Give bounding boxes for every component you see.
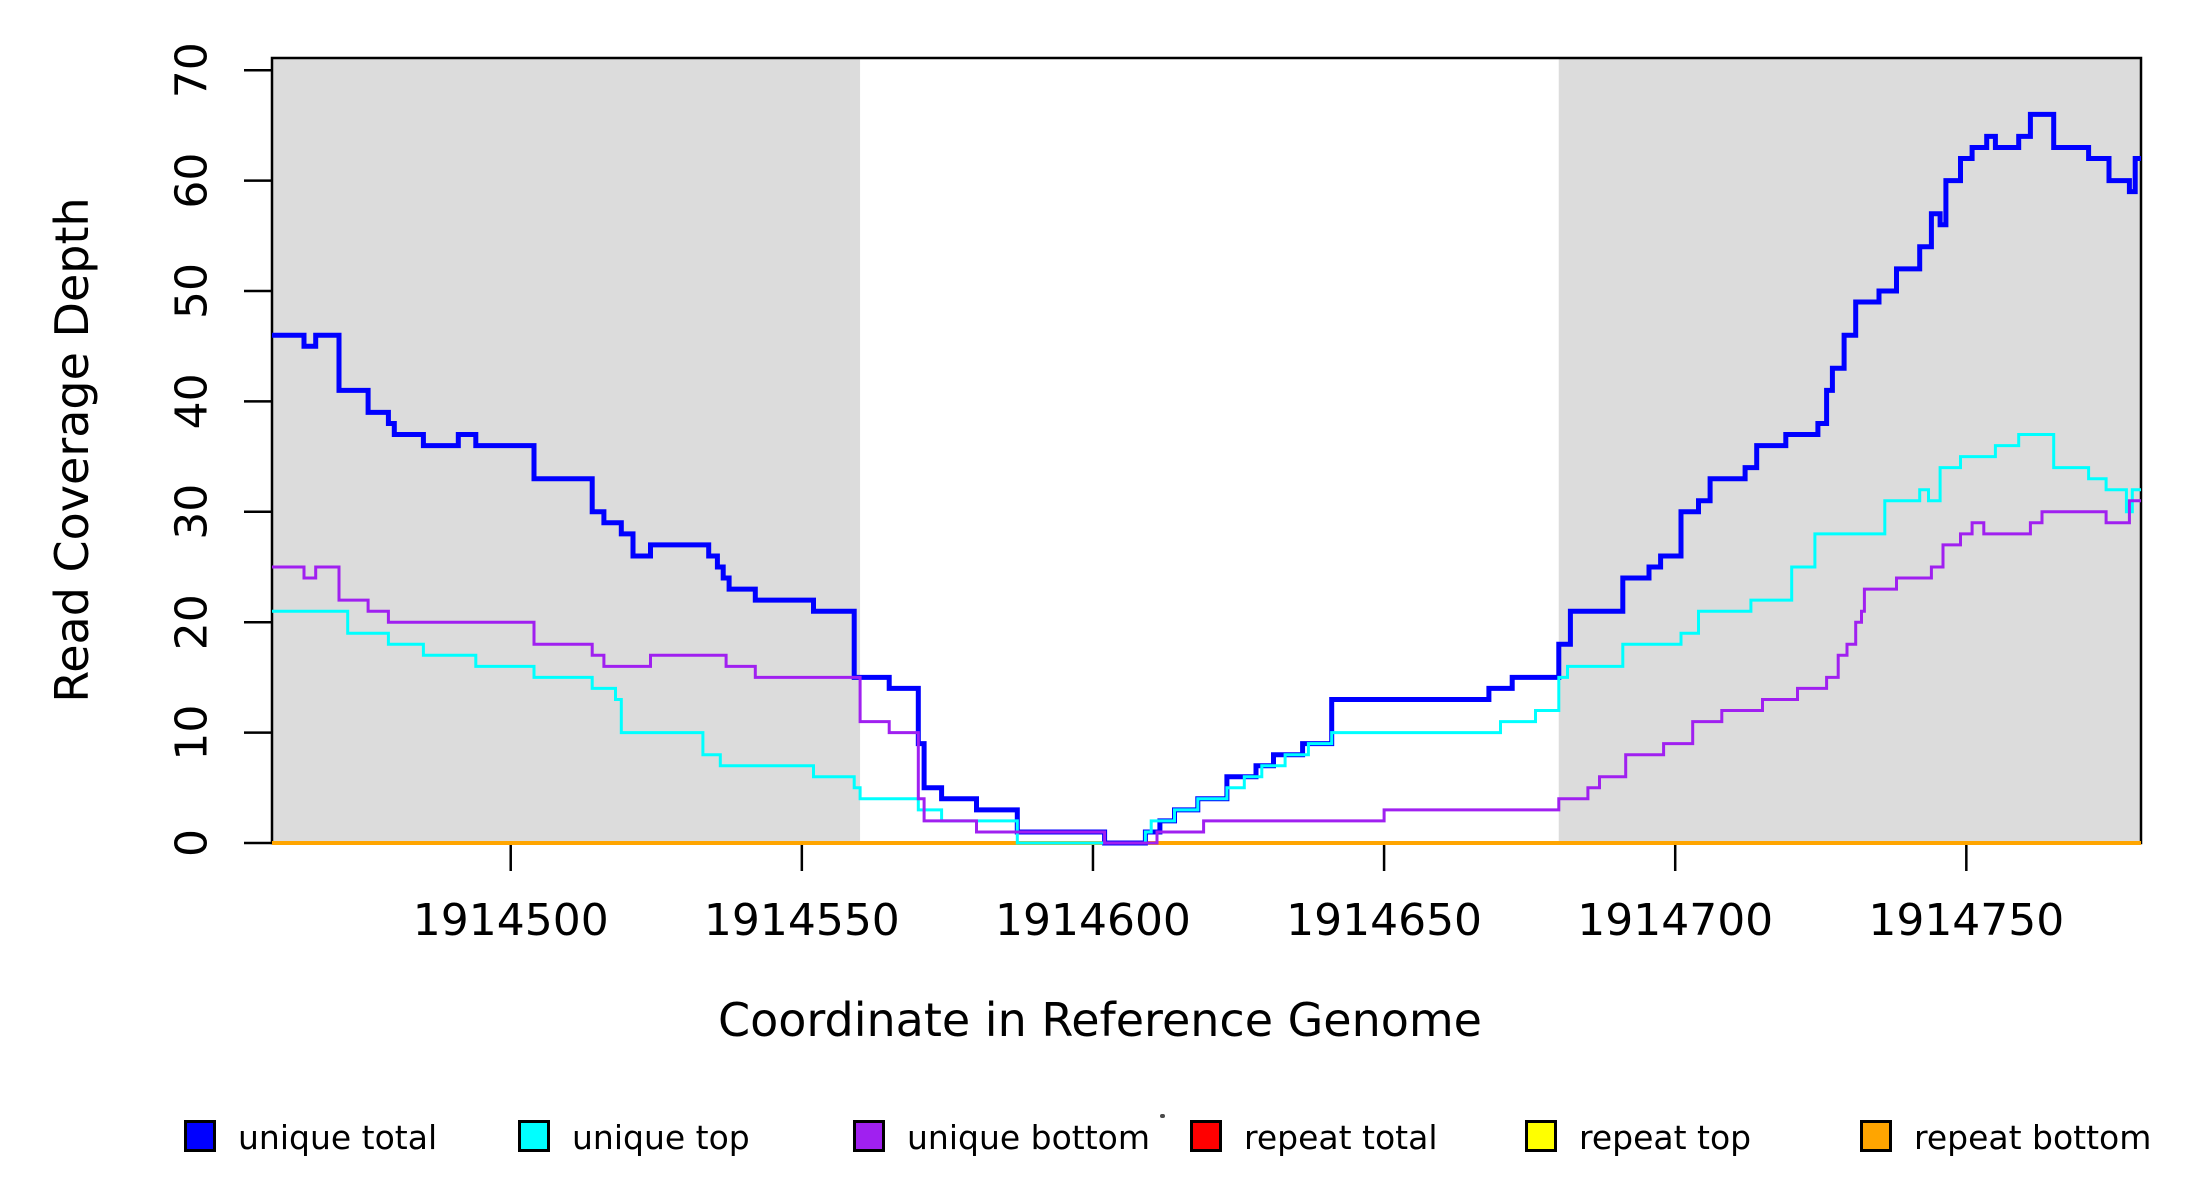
y-tick-label: 40 — [167, 373, 218, 429]
y-tick-label: 60 — [167, 153, 218, 209]
legend-swatch-icon — [1525, 1120, 1557, 1152]
series-unique-top — [272, 433, 2141, 845]
legend-label: unique bottom — [907, 1118, 1151, 1157]
legend-label: repeat total — [1244, 1118, 1438, 1157]
legend-swatch-icon — [518, 1120, 550, 1152]
x-tick-label: 1914700 — [1577, 895, 1773, 946]
shaded-region — [1558, 58, 2141, 843]
series-unique-total — [272, 111, 2141, 846]
y-tick-label: 20 — [167, 594, 218, 650]
x-axis-title: Coordinate in Reference Genome — [718, 993, 1482, 1047]
y-tick-label: 10 — [167, 705, 218, 761]
x-tick-label: 1914550 — [704, 895, 900, 946]
legend-label: repeat top — [1579, 1118, 1752, 1157]
legend-label: unique total — [238, 1118, 438, 1157]
y-tick-label: 30 — [167, 484, 218, 540]
y-tick-label: 70 — [167, 42, 218, 98]
x-tick-label: 1914750 — [1868, 895, 2064, 946]
legend-swatch-icon — [853, 1120, 885, 1152]
legend-label: repeat bottom — [1914, 1118, 2152, 1157]
legend-swatch-icon — [184, 1120, 216, 1152]
shaded-region — [272, 58, 861, 843]
y-tick-label: 50 — [167, 263, 218, 319]
x-tick-label: 1914600 — [995, 895, 1191, 946]
legend-swatch-icon — [1860, 1120, 1892, 1152]
stray-dot — [1160, 1114, 1165, 1118]
series-unique-bottom — [272, 499, 2141, 845]
legend-swatch-icon — [1190, 1120, 1222, 1152]
x-tick-label: 1914650 — [1286, 895, 1482, 946]
y-axis-title: Read Coverage Depth — [45, 197, 99, 703]
legend-label: unique top — [572, 1118, 750, 1157]
x-tick-label: 1914500 — [413, 895, 609, 946]
y-tick-label: 0 — [167, 829, 218, 857]
